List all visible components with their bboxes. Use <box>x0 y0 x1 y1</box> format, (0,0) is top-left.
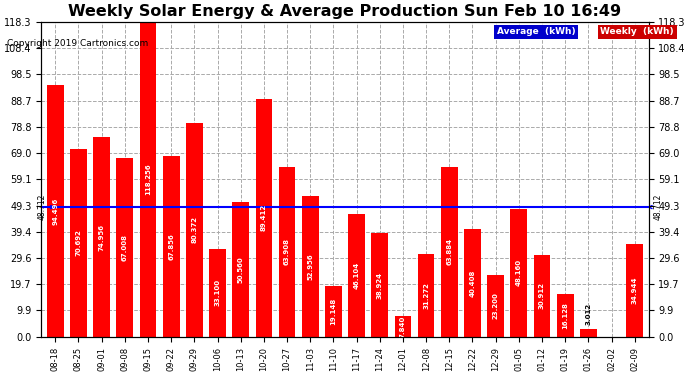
Text: Weekly  (kWh): Weekly (kWh) <box>600 27 674 36</box>
Text: 48.712: 48.712 <box>648 194 662 220</box>
Bar <box>93 137 110 337</box>
Text: 67.856: 67.856 <box>168 233 174 260</box>
Bar <box>186 123 203 337</box>
Bar <box>117 158 133 337</box>
Text: 80.372: 80.372 <box>191 216 197 243</box>
Bar <box>47 85 63 337</box>
Text: 38.924: 38.924 <box>377 272 383 298</box>
Text: 40.408: 40.408 <box>469 269 475 297</box>
Text: 46.104: 46.104 <box>353 262 359 289</box>
Text: Average  (kWh): Average (kWh) <box>497 27 575 36</box>
Bar <box>70 148 87 337</box>
Text: 48.712: 48.712 <box>38 194 54 220</box>
Text: 7.840: 7.840 <box>400 315 406 338</box>
Text: 30.912: 30.912 <box>539 282 545 309</box>
Bar <box>233 202 249 337</box>
Text: 74.956: 74.956 <box>99 224 105 251</box>
Text: 19.148: 19.148 <box>331 298 337 325</box>
Text: 63.908: 63.908 <box>284 238 290 265</box>
Text: 70.692: 70.692 <box>75 229 81 256</box>
Bar <box>302 196 319 337</box>
Bar <box>557 294 573 337</box>
Bar <box>464 229 481 337</box>
Text: 94.496: 94.496 <box>52 197 58 225</box>
Text: 48.160: 48.160 <box>516 259 522 286</box>
Text: 34.944: 34.944 <box>632 277 638 304</box>
Bar <box>209 249 226 337</box>
Bar <box>580 329 597 337</box>
Text: 63.884: 63.884 <box>446 238 452 266</box>
Bar <box>487 275 504 337</box>
Bar <box>279 166 295 337</box>
Text: 118.256: 118.256 <box>145 164 151 195</box>
Bar <box>511 209 527 337</box>
Bar <box>417 254 435 337</box>
Bar <box>533 255 551 337</box>
Title: Weekly Solar Energy & Average Production Sun Feb 10 16:49: Weekly Solar Energy & Average Production… <box>68 4 622 19</box>
Text: 89.412: 89.412 <box>261 204 267 231</box>
Text: 3.012: 3.012 <box>585 303 591 325</box>
Bar <box>395 316 411 337</box>
Text: 33.100: 33.100 <box>215 279 221 306</box>
Text: 52.956: 52.956 <box>307 253 313 280</box>
Bar <box>371 233 388 337</box>
Text: 16.128: 16.128 <box>562 302 568 329</box>
Text: 67.008: 67.008 <box>122 234 128 261</box>
Bar <box>325 286 342 337</box>
Bar <box>255 99 273 337</box>
Text: 50.560: 50.560 <box>238 256 244 283</box>
Bar <box>163 156 179 337</box>
Text: 23.200: 23.200 <box>493 292 499 320</box>
Text: 31.272: 31.272 <box>423 282 429 309</box>
Bar <box>348 214 365 337</box>
Bar <box>627 244 643 337</box>
Bar <box>139 22 157 337</box>
Bar <box>441 166 457 337</box>
Text: Copyright 2019 Cartronics.com: Copyright 2019 Cartronics.com <box>7 39 148 48</box>
